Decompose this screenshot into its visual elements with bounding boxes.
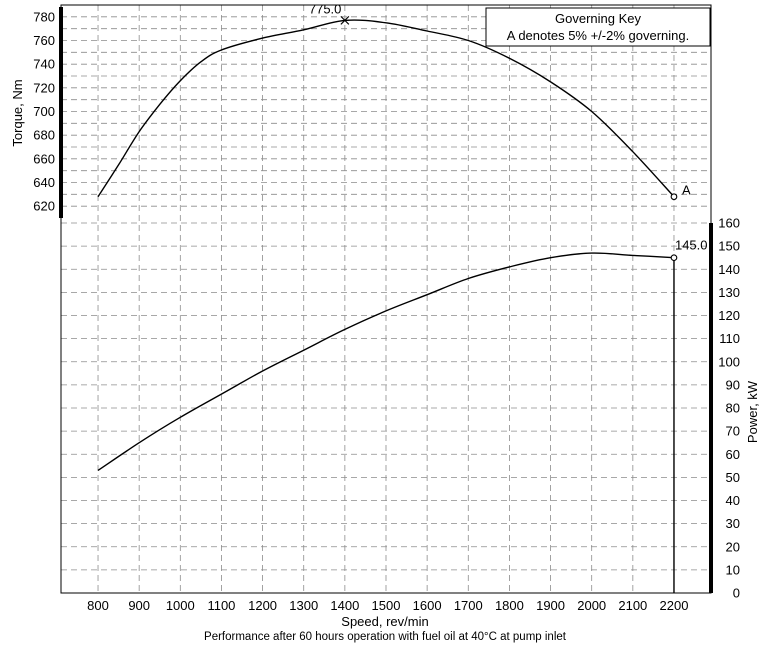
power-tick-label: 140	[718, 262, 740, 277]
power-tick-label: 90	[726, 377, 740, 392]
governing-point-label: A	[682, 183, 691, 198]
governing-key-text: A denotes 5% +/-2% governing.	[507, 28, 689, 43]
torque-axis-title: Torque, Nm	[10, 79, 25, 146]
governing-key-legend: Governing Key A denotes 5% +/-2% governi…	[485, 7, 711, 47]
power-tick-label: 160	[718, 216, 740, 231]
x-tick-label: 2000	[577, 598, 606, 613]
grid-layer	[61, 5, 711, 593]
torque-tick-label: 740	[33, 57, 55, 72]
power-tick-label: 130	[718, 285, 740, 300]
x-tick-label: 1900	[536, 598, 565, 613]
x-tick-label: 1600	[413, 598, 442, 613]
power-tick-label: 150	[718, 239, 740, 254]
peak-torque-label: 775.0	[309, 1, 342, 16]
torque-tick-label: 720	[33, 80, 55, 95]
power-tick-label: 0	[733, 586, 740, 601]
torque-tick-label: 760	[33, 33, 55, 48]
x-tick-label: 1300	[289, 598, 318, 613]
torque-tick-label: 640	[33, 175, 55, 190]
torque-tick-label: 680	[33, 128, 55, 143]
torque-tick-label: 780	[33, 9, 55, 24]
rated-power-point	[670, 254, 678, 262]
x-axis-title: Speed, rev/min	[341, 614, 428, 629]
power-axis-title: Power, kW	[745, 380, 760, 443]
torque-tick-label: 620	[33, 199, 55, 214]
power-tick-label: 120	[718, 308, 740, 323]
power-tick-label: 80	[726, 401, 740, 416]
governing-key-box	[485, 7, 711, 47]
axes-layer: 800 900 1000 1100 1200 1300 1400 1500 1600 1700 18…	[33, 7, 740, 613]
x-tick-label: 2200	[660, 598, 689, 613]
power-tick-label: 100	[718, 354, 740, 369]
governed-torque-point	[670, 193, 678, 201]
x-tick-label: 800	[87, 598, 109, 613]
power-tick-label: 50	[726, 470, 740, 485]
x-tick-label: 1000	[166, 598, 195, 613]
peak-torque-marker	[340, 15, 350, 25]
power-tick-label: 110	[719, 331, 740, 346]
power-tick-label: 10	[726, 562, 740, 577]
x-tick-label: 1100	[207, 598, 235, 613]
x-tick-label: 1700	[454, 598, 483, 613]
power-tick-label: 20	[726, 539, 740, 554]
torque-tick-label: 700	[33, 104, 55, 119]
power-curve	[97, 252, 675, 471]
power-tick-label: 60	[726, 447, 740, 462]
rated-power-label: 145.0	[675, 238, 708, 253]
chart-caption: Performance after 60 hours operation wit…	[204, 631, 567, 643]
x-tick-label: 1800	[495, 598, 524, 613]
x-tick-label: 1400	[330, 598, 359, 613]
torque-curve	[97, 19, 675, 198]
power-tick-label: 70	[726, 424, 740, 439]
x-tick-label: 2100	[618, 598, 647, 613]
governing-key-title: Governing Key	[555, 11, 641, 26]
series-layer	[97, 19, 675, 471]
power-tick-label: 30	[726, 516, 740, 531]
annotation-layer: 775.0 A 145.0	[309, 1, 708, 593]
torque-tick-label: 660	[33, 151, 55, 166]
x-tick-label: 1500	[372, 598, 401, 613]
x-tick-label: 1200	[248, 598, 277, 613]
power-tick-label: 40	[726, 493, 740, 508]
x-tick-label: 900	[128, 598, 150, 613]
